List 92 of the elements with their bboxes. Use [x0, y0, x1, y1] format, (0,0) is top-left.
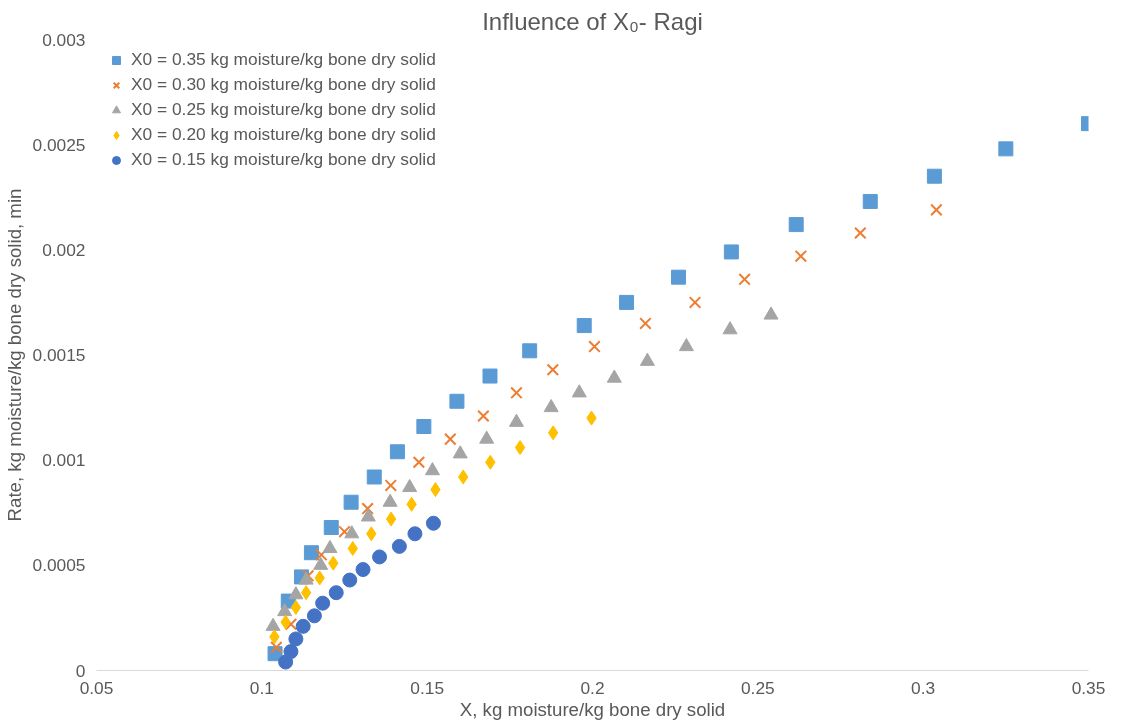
x-axis-title: X, kg moisture/kg bone dry solid [459, 698, 726, 720]
point [283, 644, 299, 660]
point [416, 419, 432, 435]
point [288, 631, 304, 647]
point [639, 352, 655, 366]
point [571, 384, 587, 398]
point [315, 548, 328, 562]
point [576, 318, 592, 334]
point [295, 618, 311, 634]
point [360, 508, 376, 522]
point [510, 386, 523, 400]
point [723, 244, 739, 260]
point [315, 595, 331, 611]
point [514, 440, 526, 456]
y-axis-title: Rate, kg moisture/kg bone dry solid, min [3, 188, 25, 522]
point [449, 393, 465, 409]
y-tick-label: 0.0025 [32, 134, 86, 155]
point [794, 249, 808, 263]
point [300, 585, 312, 601]
point [265, 617, 281, 631]
point [270, 641, 283, 654]
point [639, 317, 652, 330]
point [688, 296, 702, 309]
point [619, 294, 635, 310]
point [407, 526, 423, 542]
point [288, 586, 304, 600]
point [323, 519, 339, 535]
point [313, 556, 329, 570]
point [678, 338, 694, 352]
point [862, 193, 878, 209]
x-tick-label: 0.25 [740, 677, 775, 698]
x-tick-label: 0.3 [911, 677, 936, 698]
point [444, 432, 457, 446]
point [303, 545, 319, 561]
point [366, 469, 382, 485]
point [998, 141, 1014, 157]
point [328, 585, 344, 601]
point [306, 608, 322, 624]
y-tick-label: 0.0015 [32, 345, 86, 365]
point [930, 203, 943, 217]
point [355, 562, 371, 578]
point [522, 343, 538, 359]
y-tick-label: 0.002 [42, 239, 86, 260]
y-tick-label: 0.0005 [32, 555, 86, 576]
point [361, 502, 374, 515]
point [382, 493, 398, 507]
x-tick-label: 0.1 [249, 677, 274, 698]
point [588, 340, 601, 353]
point [322, 539, 338, 554]
point [412, 455, 426, 469]
point [389, 444, 405, 460]
point [343, 494, 359, 510]
chart-title: Influence of X₀- Ragi [482, 7, 703, 35]
legend-label: X0 = 0.25 kg moisture/kg bone dry solid [131, 99, 436, 120]
point [277, 603, 293, 617]
point [344, 525, 360, 539]
point [482, 368, 498, 384]
x-tick-label: 0.15 [410, 677, 445, 698]
point [543, 399, 559, 413]
point [290, 599, 302, 615]
point [788, 217, 804, 233]
point [508, 413, 524, 427]
legend-label: X0 = 0.30 kg moisture/kg bone dry solid [131, 74, 436, 95]
point [547, 425, 559, 441]
legend-label: X0 = 0.15 kg moisture/kg bone dry solid [131, 149, 436, 170]
point [342, 572, 358, 588]
point [479, 430, 495, 444]
point [670, 269, 686, 285]
point [402, 478, 418, 493]
point [452, 445, 468, 459]
y-tick-label: 0.001 [42, 450, 86, 471]
x-tick-label: 0.2 [580, 677, 605, 698]
point [385, 511, 397, 527]
point [546, 363, 560, 377]
point [738, 272, 751, 286]
point [284, 617, 298, 631]
point [391, 538, 407, 554]
point [926, 168, 942, 184]
point [763, 306, 779, 320]
point [424, 462, 440, 476]
point [722, 321, 738, 335]
point [338, 525, 351, 538]
point [384, 479, 398, 492]
y-tick-label: 0.003 [42, 29, 86, 50]
x-tick-label: 0.35 [1071, 677, 1106, 698]
point [477, 409, 490, 423]
legend-label: X0 = 0.20 kg moisture/kg bone dry solid [131, 124, 436, 145]
point [372, 549, 388, 565]
point [425, 515, 441, 531]
legend-label: X0 = 0.35 kg moisture/kg bone dry solid [131, 49, 436, 70]
point [854, 226, 867, 240]
point [606, 369, 622, 383]
